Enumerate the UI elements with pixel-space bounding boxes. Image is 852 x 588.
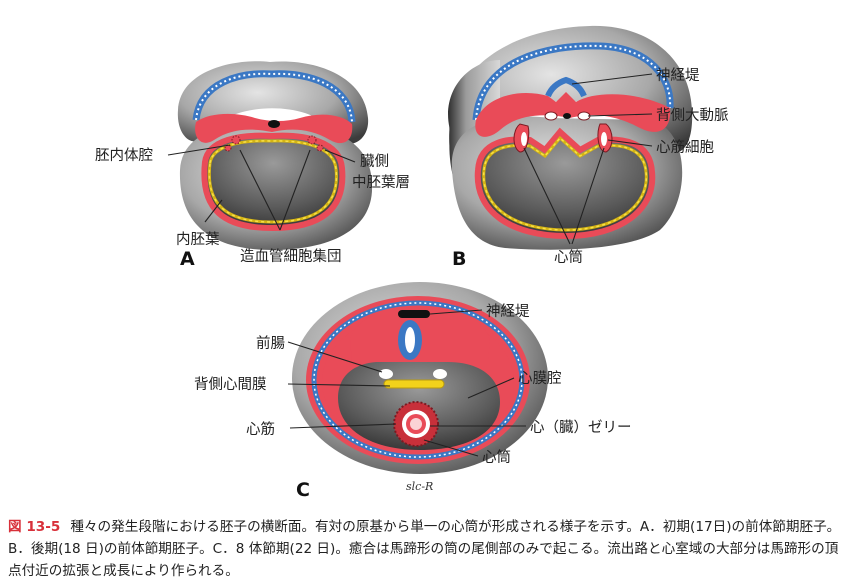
leader-c-myocardium bbox=[289, 423, 397, 429]
embryo-cross-section-figure: 胚内体腔 臓側 中胚葉層 内胚葉 造血管細胞集団 A 神経堤 背側大動脈 bbox=[95, 25, 729, 500]
leader-a-angio-left bbox=[239, 149, 281, 231]
leader-a-endoderm bbox=[204, 199, 223, 223]
leader-b-heart-tube-left bbox=[523, 147, 571, 245]
leader-b-heart-tube-right bbox=[571, 147, 605, 245]
label-b-neural-fold: 神経堤 bbox=[656, 67, 700, 84]
label-a-intraembryonic-coelom: 胚内体腔 bbox=[95, 147, 153, 164]
label-a-splanchnic-2: 中胚葉層 bbox=[352, 174, 410, 191]
panel-a-embryo bbox=[177, 61, 373, 250]
caption-text: 種々の発生段階における胚子の横断面。有対の原基から単一の心筒が形成される様子を示… bbox=[8, 519, 841, 579]
label-c-dorsal-mesocardium: 背側心間膜 bbox=[194, 376, 267, 393]
label-a-angiogenic-clusters: 造血管細胞集団 bbox=[240, 248, 342, 265]
caption-figure-number: 図 13-5 bbox=[8, 519, 61, 535]
label-c-cardiac-jelly: 心（臓）ゼリー bbox=[530, 419, 632, 436]
label-a-splanchnic-1: 臓側 bbox=[360, 153, 389, 170]
panel-label-a: A bbox=[180, 248, 195, 270]
label-c-neural-fold: 神経堤 bbox=[486, 303, 530, 320]
panel-label-c: C bbox=[296, 479, 310, 500]
label-b-heart-tube: 心筒 bbox=[554, 249, 583, 266]
label-b-dorsal-aorta: 背側大動脈 bbox=[656, 107, 729, 124]
figure-caption: 図 13-5 種々の発生段階における胚子の横断面。有対の原基から単一の心筒が形成さ… bbox=[8, 516, 844, 582]
label-a-endoderm: 内胚葉 bbox=[176, 231, 220, 248]
label-c-foregut: 前腸 bbox=[256, 335, 285, 352]
leader-b-neural-fold bbox=[571, 73, 653, 85]
leader-c-heart-tube bbox=[423, 439, 479, 457]
leader-b-myocardial bbox=[607, 139, 653, 147]
panel-label-b: B bbox=[452, 248, 466, 270]
artist-signature: slc-R bbox=[406, 480, 433, 493]
leader-c-foregut bbox=[287, 341, 383, 373]
leader-c-pericardial bbox=[467, 377, 515, 399]
leader-b-dorsal-aorta bbox=[587, 113, 653, 117]
leader-a-angio-right bbox=[279, 149, 311, 231]
leader-c-dorsal-mesocardium bbox=[287, 383, 391, 387]
leader-a-splanchnic bbox=[324, 149, 356, 163]
leader-c-neural-fold bbox=[429, 309, 483, 315]
panel-b-embryo bbox=[448, 25, 693, 250]
label-c-heart-tube: 心筒 bbox=[482, 449, 511, 466]
label-b-myocardial-cells: 心筋細胞 bbox=[656, 139, 714, 156]
label-c-pericardial-cavity: 心膜腔 bbox=[518, 370, 562, 387]
label-c-myocardium: 心筋 bbox=[246, 421, 275, 438]
leader-a-coelom bbox=[167, 144, 231, 156]
